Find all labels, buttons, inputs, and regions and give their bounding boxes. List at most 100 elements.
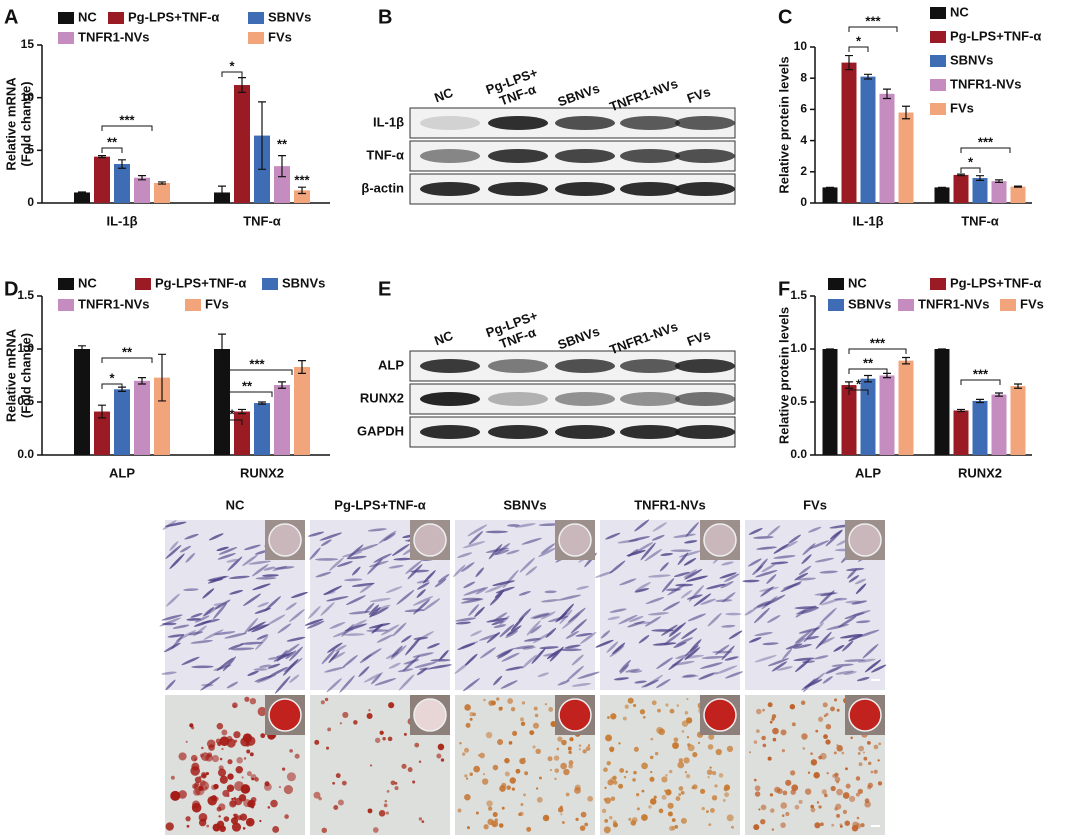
cell xyxy=(629,615,644,623)
cell xyxy=(392,543,410,556)
cell xyxy=(595,639,614,648)
cell xyxy=(676,637,694,646)
blot-band xyxy=(620,392,680,406)
nodule xyxy=(260,733,266,739)
nodule xyxy=(504,771,510,777)
cell xyxy=(346,544,364,560)
nodule xyxy=(483,698,486,702)
cell xyxy=(693,593,712,607)
blot-band xyxy=(555,359,615,373)
cell xyxy=(506,625,522,636)
cell xyxy=(251,564,269,577)
cell xyxy=(276,653,291,658)
blot-band xyxy=(420,359,480,373)
nodule xyxy=(226,735,233,742)
nodule xyxy=(877,759,880,762)
ars-micrograph xyxy=(600,695,740,835)
nodule xyxy=(335,773,341,779)
nodule xyxy=(562,821,565,824)
nodule xyxy=(469,717,473,721)
nodule xyxy=(211,755,220,763)
inset-well xyxy=(268,698,302,732)
cell xyxy=(364,602,375,613)
nodule xyxy=(368,709,371,712)
bar xyxy=(94,411,110,455)
cell xyxy=(719,572,737,579)
nodule xyxy=(499,785,506,792)
cell xyxy=(795,609,806,618)
blot-band xyxy=(420,182,480,196)
cell xyxy=(670,549,692,552)
y-tick-label: 10 xyxy=(21,90,35,104)
cell xyxy=(540,543,556,554)
error-bar xyxy=(258,401,266,405)
nodule xyxy=(860,823,865,828)
ars-micrograph xyxy=(310,695,450,835)
nodule xyxy=(561,739,567,746)
nodule xyxy=(862,751,865,754)
nodule xyxy=(185,816,191,822)
cell xyxy=(668,622,687,637)
cell xyxy=(843,671,857,676)
nodule xyxy=(535,748,541,755)
nodule xyxy=(201,773,207,779)
blot-row-label: GAPDH xyxy=(357,423,404,438)
cell xyxy=(427,643,440,649)
cell xyxy=(218,547,238,555)
bar xyxy=(898,360,914,455)
cell xyxy=(819,570,838,574)
nodule xyxy=(560,762,567,770)
nodule xyxy=(669,708,675,714)
nodule xyxy=(284,814,289,819)
significance-bracket xyxy=(221,71,243,77)
cell xyxy=(698,672,715,680)
nodule xyxy=(836,708,840,712)
nodule xyxy=(554,777,557,781)
bar xyxy=(1010,186,1026,203)
nodule xyxy=(394,786,399,791)
nodule xyxy=(834,776,841,783)
legend-swatch xyxy=(248,32,264,44)
cell xyxy=(376,634,394,643)
nodule xyxy=(242,827,246,830)
cell xyxy=(285,650,297,660)
cell xyxy=(208,578,223,582)
nodule xyxy=(790,770,796,776)
bar xyxy=(822,187,838,203)
nodule xyxy=(383,803,388,808)
cell xyxy=(405,560,422,575)
error-bar xyxy=(864,73,872,80)
cell xyxy=(773,555,796,559)
nodule xyxy=(545,815,549,819)
cell xyxy=(289,609,305,623)
nodule xyxy=(836,745,843,752)
blot-band xyxy=(620,359,680,373)
y-axis-label: (Fold change) xyxy=(18,333,33,418)
nodule xyxy=(221,729,228,736)
cell xyxy=(688,585,704,602)
nodule xyxy=(636,807,640,811)
cell xyxy=(514,523,536,528)
nodule xyxy=(207,795,217,806)
cell xyxy=(667,584,686,596)
nodule xyxy=(407,767,413,773)
nodule xyxy=(667,802,674,809)
bar xyxy=(972,400,988,455)
nodule xyxy=(201,746,204,750)
nodule xyxy=(519,811,524,816)
nodule xyxy=(481,778,489,785)
nodule xyxy=(810,804,815,809)
cell xyxy=(545,627,557,638)
cell xyxy=(822,676,833,684)
significance-bracket xyxy=(960,167,981,173)
nodule xyxy=(760,804,767,811)
nodule xyxy=(866,740,871,745)
cell xyxy=(619,664,630,674)
nodule xyxy=(842,792,850,799)
cell xyxy=(345,595,366,606)
nodule xyxy=(165,822,174,831)
nodule xyxy=(206,824,210,828)
cell xyxy=(662,601,681,612)
cell xyxy=(760,586,774,597)
